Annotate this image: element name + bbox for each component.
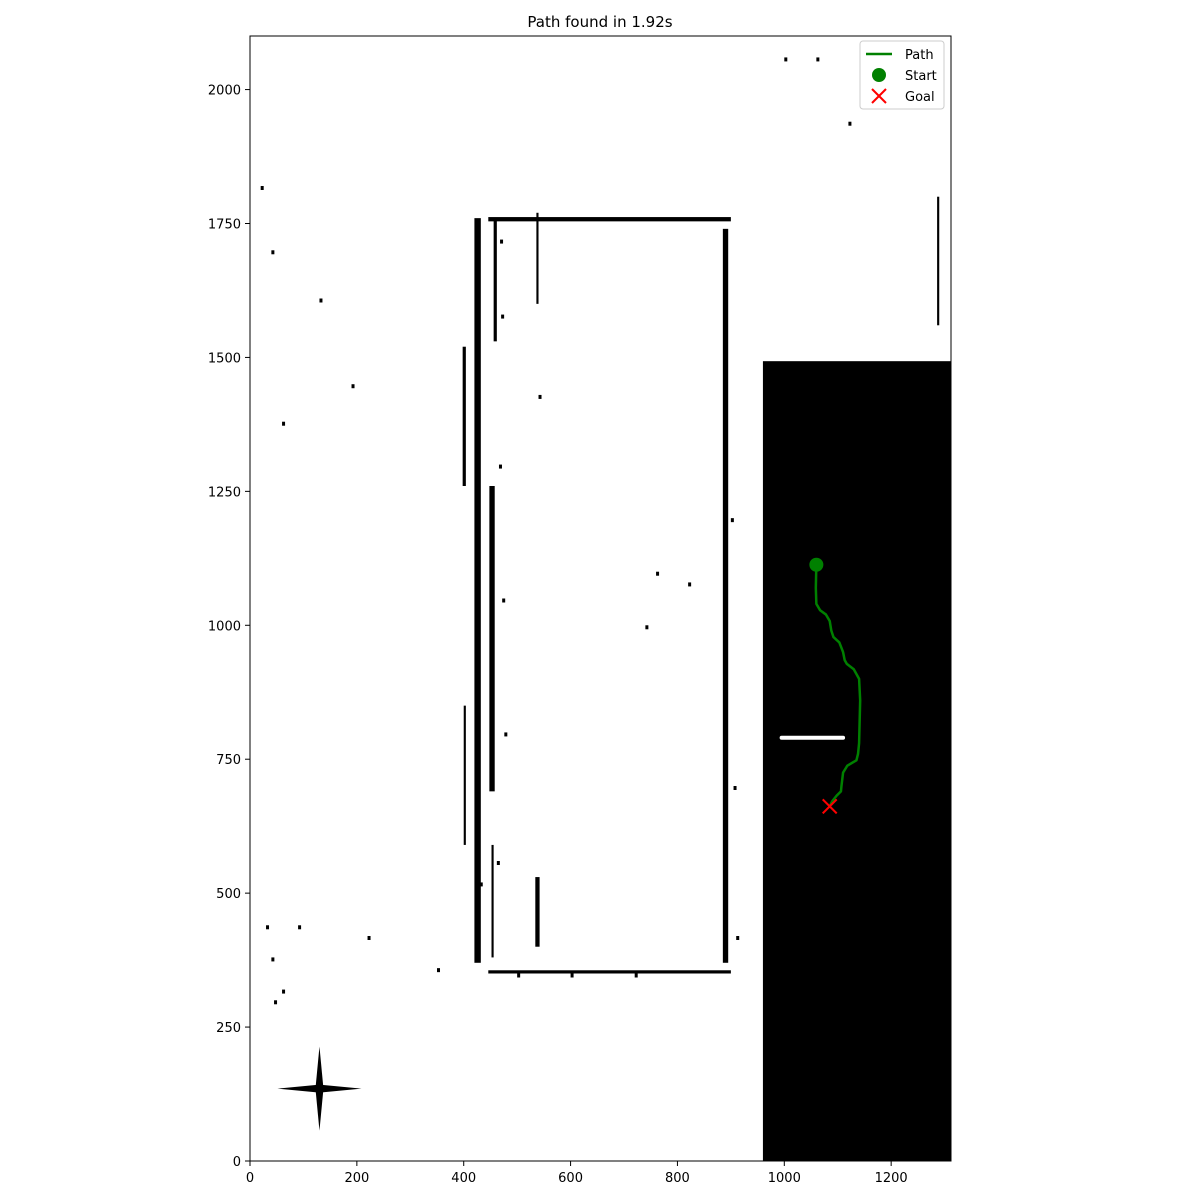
obstacle-speck-25 <box>260 186 264 190</box>
y-tick-label: 500 <box>216 887 241 902</box>
wall-11 <box>937 196 940 326</box>
obstacle-speck-15 <box>437 968 441 973</box>
wall-9 <box>488 970 731 974</box>
obstacle-speck-9 <box>733 786 737 790</box>
legend-swatch-goal-b <box>871 88 887 104</box>
x-tick-label: 200 <box>344 1171 369 1186</box>
obstacle-speck-29 <box>319 298 323 303</box>
obstacle-speck-20 <box>656 571 660 576</box>
obstacle-speck-14 <box>274 1000 278 1005</box>
obstacle-speck-11 <box>271 957 275 962</box>
obstacle-speck-0 <box>500 239 504 244</box>
obstacle-speck-18 <box>634 973 638 978</box>
y-tick-label: 1000 <box>208 619 241 634</box>
wall-6 <box>491 844 494 958</box>
obstacle-speck-31 <box>298 925 302 930</box>
chart-title: Path found in 1.92s <box>527 13 672 31</box>
x-tick-label: 600 <box>558 1171 583 1186</box>
legend-swatch-start <box>872 68 886 82</box>
wall-8 <box>488 217 731 222</box>
obstacle-speck-10 <box>736 936 740 940</box>
y-tick-label: 0 <box>233 1155 241 1170</box>
y-tick-label: 1750 <box>208 218 241 233</box>
series-layer <box>809 557 862 815</box>
x-tick-label: 1000 <box>768 1171 801 1186</box>
compass-rose-horizontal <box>277 1084 362 1093</box>
legend-box <box>859 40 945 110</box>
y-tick-label: 1250 <box>208 485 241 500</box>
plot-frame <box>249 35 952 1162</box>
x-tick-label: 1200 <box>875 1171 908 1186</box>
x-axis: 0 200 400 600 800 1000 1200 <box>246 1161 908 1186</box>
wall-1 <box>722 228 729 963</box>
wall-10 <box>463 705 466 845</box>
obstacle-speck-23 <box>282 421 286 426</box>
x-tick-label: 400 <box>451 1171 476 1186</box>
wall-0 <box>474 218 481 963</box>
obstacle-speck-1 <box>501 314 505 319</box>
obstacle-speck-7 <box>538 394 542 399</box>
obstacle-speck-28 <box>784 57 788 62</box>
obstacle-speck-5 <box>496 861 500 865</box>
wall-5 <box>535 877 540 947</box>
obstacle-speck-16 <box>517 973 521 978</box>
start-point <box>809 557 824 572</box>
wall-3 <box>489 486 495 792</box>
obstacle-speck-17 <box>570 973 574 978</box>
obstacle-speck-22 <box>351 384 355 389</box>
y-tick-label: 250 <box>216 1021 241 1036</box>
obstacle-speck-4 <box>504 732 508 737</box>
legend-label: Goal <box>905 90 935 105</box>
x-tick-label: 0 <box>246 1171 254 1186</box>
x-tick-label: 800 <box>665 1171 690 1186</box>
obstacle-speck-6 <box>479 882 483 887</box>
wall-2 <box>493 218 497 342</box>
legend-label: Start <box>905 69 937 84</box>
obstacle-speck-21 <box>688 582 692 587</box>
legend: Path Start Goal <box>859 40 945 110</box>
obstacle-speck-24 <box>271 250 275 255</box>
y-tick-label: 2000 <box>208 84 241 99</box>
obstacle-speck-12 <box>282 989 286 994</box>
goal-point-stroke-b <box>822 798 838 815</box>
y-tick-label: 1500 <box>208 351 241 366</box>
obstacle-speck-2 <box>498 464 502 469</box>
wall-7 <box>536 212 539 304</box>
wall-4 <box>462 346 466 486</box>
obstacle-speck-8 <box>730 518 734 523</box>
y-tick-label: 750 <box>216 753 241 768</box>
obstacle-speck-13 <box>266 925 270 930</box>
obstacle-speck-27 <box>848 121 852 126</box>
y-axis: 0 250 500 750 1000 1250 1500 1750 2000 <box>208 84 250 1170</box>
obstacle-speck-19 <box>645 625 649 630</box>
legend-label: Path <box>905 48 934 63</box>
series-path-line <box>814 563 862 808</box>
plot-area <box>249 35 952 1162</box>
obstacle-speck-3 <box>502 598 506 603</box>
obstacle-speck-26 <box>816 57 820 62</box>
obstacle-speck-30 <box>367 936 371 940</box>
